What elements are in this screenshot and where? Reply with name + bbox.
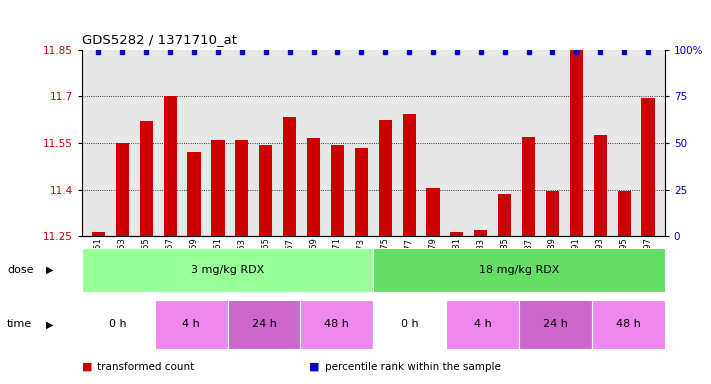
Bar bbox=[379, 120, 392, 236]
Bar bbox=[641, 98, 655, 236]
Bar bbox=[116, 143, 129, 236]
Bar bbox=[228, 300, 301, 349]
Text: 48 h: 48 h bbox=[324, 319, 349, 329]
Text: 24 h: 24 h bbox=[543, 319, 568, 329]
Bar bbox=[155, 300, 228, 349]
Bar bbox=[570, 48, 583, 236]
Bar bbox=[546, 191, 559, 236]
Bar bbox=[474, 230, 487, 236]
Bar bbox=[139, 121, 153, 236]
Text: ▶: ▶ bbox=[46, 319, 54, 329]
Bar bbox=[301, 300, 373, 349]
Bar bbox=[373, 248, 665, 292]
Text: percentile rank within the sample: percentile rank within the sample bbox=[325, 362, 501, 372]
Bar bbox=[355, 148, 368, 236]
Text: ■: ■ bbox=[82, 362, 92, 372]
Bar bbox=[498, 194, 511, 236]
Bar bbox=[188, 152, 201, 236]
Text: 24 h: 24 h bbox=[252, 319, 277, 329]
Bar bbox=[235, 140, 248, 236]
Text: GDS5282 / 1371710_at: GDS5282 / 1371710_at bbox=[82, 33, 237, 46]
Bar bbox=[592, 300, 665, 349]
Text: 18 mg/kg RDX: 18 mg/kg RDX bbox=[479, 265, 560, 275]
Bar bbox=[427, 188, 439, 236]
Bar bbox=[92, 232, 105, 236]
Bar bbox=[450, 232, 464, 236]
Bar bbox=[519, 300, 592, 349]
Text: 48 h: 48 h bbox=[616, 319, 641, 329]
Text: 4 h: 4 h bbox=[474, 319, 491, 329]
Bar bbox=[211, 140, 225, 236]
Bar bbox=[402, 114, 416, 236]
Bar bbox=[522, 137, 535, 236]
Text: dose: dose bbox=[7, 265, 33, 275]
Bar bbox=[283, 117, 296, 236]
Text: 0 h: 0 h bbox=[109, 319, 127, 329]
Text: ■: ■ bbox=[309, 362, 320, 372]
Bar bbox=[331, 145, 344, 236]
Text: 3 mg/kg RDX: 3 mg/kg RDX bbox=[191, 265, 264, 275]
Bar bbox=[82, 248, 373, 292]
Bar bbox=[373, 300, 447, 349]
Text: ▶: ▶ bbox=[46, 265, 54, 275]
Text: 0 h: 0 h bbox=[401, 319, 419, 329]
Bar bbox=[447, 300, 519, 349]
Bar bbox=[164, 96, 177, 236]
Text: time: time bbox=[7, 319, 33, 329]
Text: transformed count: transformed count bbox=[97, 362, 195, 372]
Bar bbox=[307, 138, 320, 236]
Bar bbox=[260, 145, 272, 236]
Bar bbox=[618, 191, 631, 236]
Bar bbox=[594, 135, 607, 236]
Text: 4 h: 4 h bbox=[182, 319, 200, 329]
Bar bbox=[82, 300, 155, 349]
